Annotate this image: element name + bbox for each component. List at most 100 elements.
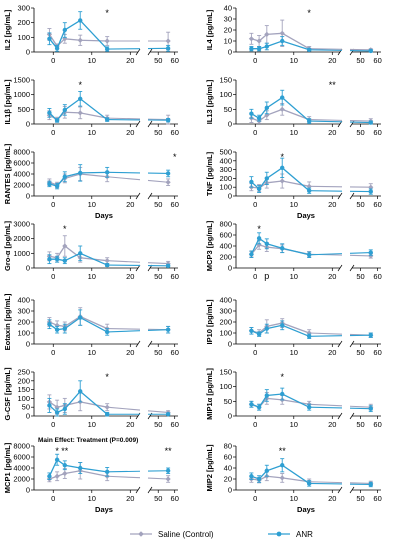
data-point [280,463,285,468]
axis-break-mark [147,192,153,200]
y-tick-label: 40 [224,464,232,473]
y-axis-label: MCP1 [pg/mL] [3,442,12,493]
x-tick-label: 50 [356,348,364,357]
x-tick-label: 60 [373,348,381,357]
x-tick-label: 50 [154,128,162,137]
y-tick-label: 250 [17,368,30,377]
data-point [62,174,68,179]
data-point [264,105,270,111]
panel-eotaxin: 0 100 200 300 400 Eotaxin [pg/mL] 0 10 20 50 60 [3,293,179,357]
data-point [104,38,110,44]
series-line-break [309,403,343,407]
data-point [78,170,83,176]
significance-marker: * [307,8,311,18]
x-tick-label: 10 [88,128,96,137]
x-tick-label: 60 [171,494,179,503]
y-tick-label: 100 [219,329,232,338]
series-anr [47,164,171,190]
data-point [264,393,270,398]
series-line-break [107,176,141,181]
data-point [280,165,285,171]
data-point [77,37,83,43]
x-tick-label: 20 [328,200,336,209]
series-anr [47,90,171,123]
series-line-break [309,120,343,123]
y-axis-label: IP10 [pg/mL] [205,299,214,345]
y-tick-label: 6000 [13,159,30,168]
data-point [165,171,171,176]
series-line-break [107,328,141,330]
series-line-break [147,262,169,265]
x-tick-label: 50 [356,128,364,137]
panel-mip1a: 0 50 100 150 MIP1α [pg/mL] 0 10 20 50 60 * [205,368,382,430]
y-tick-label: 200 [17,376,30,385]
series-anr [249,387,373,413]
y-tick-label: 300 [219,165,232,174]
series-anr [249,36,373,54]
x-tick-label: 50 [154,420,162,429]
x-tick-label: 0 [253,494,257,503]
series-line-break [107,117,141,120]
axis-break-mark [349,486,355,494]
x-tick-label: 0 [51,348,55,357]
series-line-break [309,332,343,335]
data-point [368,482,373,487]
x-tick-label: 20 [328,272,336,281]
y-tick-label: 80 [224,442,232,451]
panel-il13: 0 50 100 150 IL13 [pg/mL] 0 10 20 50 60 ** [205,76,382,138]
data-point [249,474,254,479]
data-point [54,457,60,462]
y-axis-label: MIP1α [pg/mL] [205,368,214,420]
data-point [249,328,254,333]
x-tick-label: 50 [154,272,162,281]
series-line-break [147,410,169,414]
x-tick-label: 20 [126,272,134,281]
series-line-break [107,171,141,174]
data-point [306,405,312,410]
y-axis-label: IL13 [pg/mL] [205,79,214,124]
x-tick-label: 60 [171,272,179,281]
x-tick-label: 0 [253,200,257,209]
series-line-break [309,481,343,484]
x-tick-label: 10 [290,272,298,281]
series-line-break [309,406,343,409]
significance-marker: ** [279,446,287,456]
series-line-break [309,48,343,50]
y-tick-label: 0 [228,412,232,421]
axis-break-mark [337,340,343,348]
significance-marker: ** [61,446,69,456]
data-point [165,46,171,51]
x-tick-label: 60 [171,128,179,137]
y-tick-label: 0 [228,192,232,201]
x-tick-label: 20 [126,200,134,209]
significance-marker: * [105,8,109,18]
significance-marker: p [264,271,269,281]
data-point [62,27,68,33]
y-tick-label: 40 [224,4,232,13]
data-point [62,243,68,249]
significance-marker: * [257,224,261,234]
series-anr [249,458,373,488]
series-line-break [349,254,371,257]
y-tick-label: 200 [17,318,30,327]
x-tick-label: 60 [373,272,381,281]
data-point [165,476,171,482]
axis-break-mark [349,340,355,348]
x-tick-label: 10 [290,348,298,357]
series-line-break [309,49,343,51]
significance-marker: * [173,152,177,162]
data-point [165,327,171,332]
y-tick-label: 0 [26,120,30,129]
y-tick-label: 0 [26,412,30,421]
data-point [306,47,312,52]
series-anr [47,11,171,52]
y-tick-label: 0 [26,340,30,349]
significance-marker: * [105,372,109,382]
y-axis-label: RANTES [pg/mL] [3,143,12,204]
data-point [104,469,110,475]
axis-break-mark [147,486,153,494]
x-tick-label: 10 [290,128,298,137]
